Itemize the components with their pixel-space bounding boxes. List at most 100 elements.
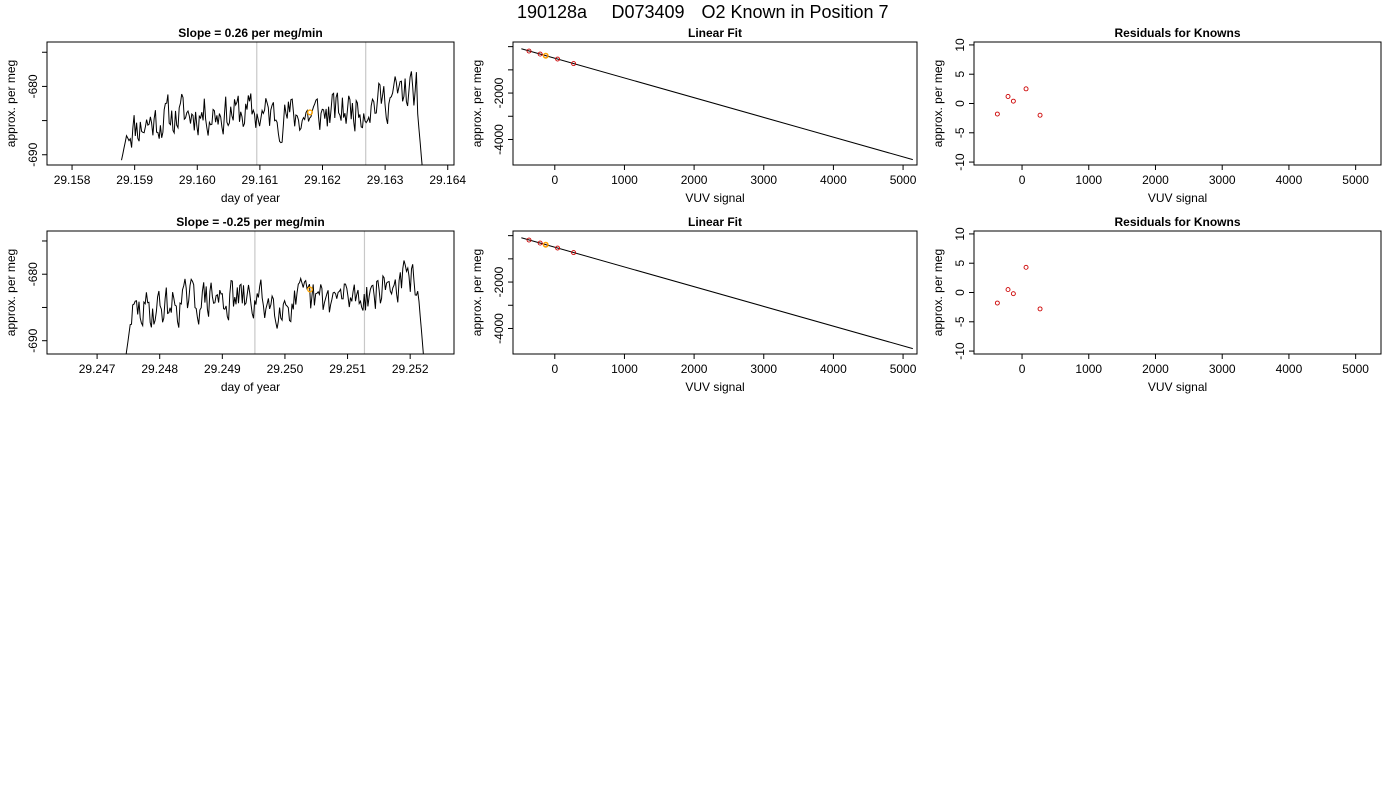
x-tick-label: 29.247	[79, 362, 116, 376]
x-tick-label: 0	[551, 362, 558, 376]
data-point	[1010, 98, 1016, 104]
plot-frame	[46, 230, 455, 355]
x-tick-label: 29.161	[242, 173, 279, 187]
x-tick-label: 4000	[820, 362, 847, 376]
plot-frame	[973, 230, 1382, 355]
x-tick-label: 29.250	[267, 362, 304, 376]
x-tick-label: 29.158	[54, 173, 91, 187]
panel-trace-2: Slope = -0.25 per meg/min 29.247 29.248 29.…	[4, 215, 455, 394]
x-tick-label: 29.162	[304, 173, 341, 187]
plot-area	[125, 260, 424, 354]
panel-title: Linear Fit	[688, 26, 742, 40]
y-tick-label: 0	[953, 289, 967, 296]
plot-frame	[973, 41, 1382, 166]
data-point	[526, 237, 532, 243]
data-point	[1010, 291, 1016, 297]
x-axis-label: day of year	[221, 191, 280, 205]
x-axis-label: VUV signal	[685, 191, 744, 205]
panel-resid-2: Residuals for Knowns 0 1000 2000 3000 4000 500…	[931, 215, 1382, 394]
data-point	[555, 56, 561, 62]
y-axis-label: approx. per meg	[4, 60, 18, 147]
x-tick-label: 5000	[890, 362, 917, 376]
y-axis-label: approx. per meg	[470, 60, 484, 147]
x-tick-label: 29.159	[116, 173, 153, 187]
data-point	[994, 111, 1000, 117]
data-point	[1005, 94, 1011, 99]
panel-title: Residuals for Knowns	[1114, 26, 1240, 40]
x-tick-label: 29.164	[429, 173, 466, 187]
x-tick-label: 2000	[681, 173, 708, 187]
x-axis-label: VUV signal	[685, 380, 744, 394]
plot-frame	[46, 41, 455, 166]
data-point	[571, 61, 577, 67]
x-tick-label: 2000	[1142, 173, 1169, 187]
plot-frame	[512, 41, 918, 166]
x-tick-label: 0	[551, 173, 558, 187]
panel-grid: Slope = 0.26 per meg/min 29.158 29.159 29.1…	[4, 26, 1382, 394]
x-axis-label: VUV signal	[1148, 191, 1207, 205]
panel-title: Residuals for Knowns	[1114, 215, 1240, 229]
panel-fit-2: Linear Fit 0 1000 2000 3000 4000 5000 -4000 -200…	[470, 215, 918, 394]
y-tick-label: 5	[953, 260, 967, 267]
y-tick-label: -680	[26, 74, 40, 98]
x-tick-label: 29.252	[392, 362, 429, 376]
x-tick-label: 29.249	[204, 362, 241, 376]
y-axis-label: approx. per meg	[931, 249, 945, 336]
y-tick-label: -4000	[492, 124, 506, 155]
x-tick-label: 29.248	[141, 362, 178, 376]
x-tick-label: 3000	[1209, 362, 1236, 376]
highlight-point	[306, 286, 313, 293]
y-tick-label: -680	[26, 262, 40, 286]
plot-area	[521, 48, 913, 161]
x-tick-label: 1000	[1075, 173, 1102, 187]
panel-title: Linear Fit	[688, 215, 742, 229]
data-point	[1037, 306, 1043, 312]
data-point	[537, 240, 543, 246]
y-tick-label: -5	[953, 316, 967, 327]
data-point	[526, 48, 532, 54]
y-axis-label: approx. per meg	[4, 249, 18, 336]
x-tick-label: 4000	[1276, 173, 1303, 187]
panel-title: Slope = 0.26 per meg/min	[178, 26, 322, 40]
plot-area	[994, 264, 1043, 312]
panel-trace-1: Slope = 0.26 per meg/min 29.158 29.159 29.1…	[4, 26, 466, 205]
x-tick-label: 2000	[681, 362, 708, 376]
x-tick-label: 0	[1019, 362, 1026, 376]
highlight-point	[542, 241, 549, 248]
x-tick-label: 1000	[611, 173, 638, 187]
plot-frame	[512, 230, 918, 355]
y-axis-label: approx. per meg	[931, 60, 945, 147]
x-tick-label: 1000	[1075, 362, 1102, 376]
data-point	[1037, 112, 1043, 118]
y-axis-label: approx. per meg	[470, 249, 484, 336]
x-tick-label: 2000	[1142, 362, 1169, 376]
panel-fit-1: Linear Fit 0 1000 2000 3000 4000 5000 -4000 -200…	[470, 26, 918, 205]
y-tick-label: -2000	[492, 266, 506, 297]
x-tick-label: 3000	[1209, 173, 1236, 187]
x-tick-label: 1000	[611, 362, 638, 376]
y-tick-label: -690	[26, 328, 40, 352]
data-point	[555, 245, 561, 251]
data-point	[571, 250, 577, 256]
y-tick-label: -690	[26, 142, 40, 166]
panel-resid-1: Residuals for Knowns 0 1000 2000 3000 4000 500…	[931, 26, 1382, 205]
data-point	[537, 51, 543, 57]
x-tick-label: 29.160	[179, 173, 216, 187]
suptitle-run: 190128a	[517, 2, 588, 22]
x-tick-label: 4000	[820, 173, 847, 187]
data-point	[1023, 86, 1029, 92]
y-tick-label: 10	[953, 38, 967, 52]
y-tick-label: -10	[953, 153, 967, 171]
y-tick-label: -10	[953, 342, 967, 360]
series-line	[125, 260, 424, 354]
panel-title: Slope = -0.25 per meg/min	[176, 215, 324, 229]
x-tick-label: 29.163	[367, 173, 404, 187]
x-axis-label: day of year	[221, 380, 280, 394]
data-point	[994, 300, 1000, 306]
suptitle-sample: D073409	[611, 2, 684, 22]
x-tick-label: 5000	[1342, 173, 1369, 187]
x-tick-label: 29.251	[329, 362, 366, 376]
highlight-point	[306, 109, 313, 116]
y-tick-label: 10	[953, 227, 967, 241]
